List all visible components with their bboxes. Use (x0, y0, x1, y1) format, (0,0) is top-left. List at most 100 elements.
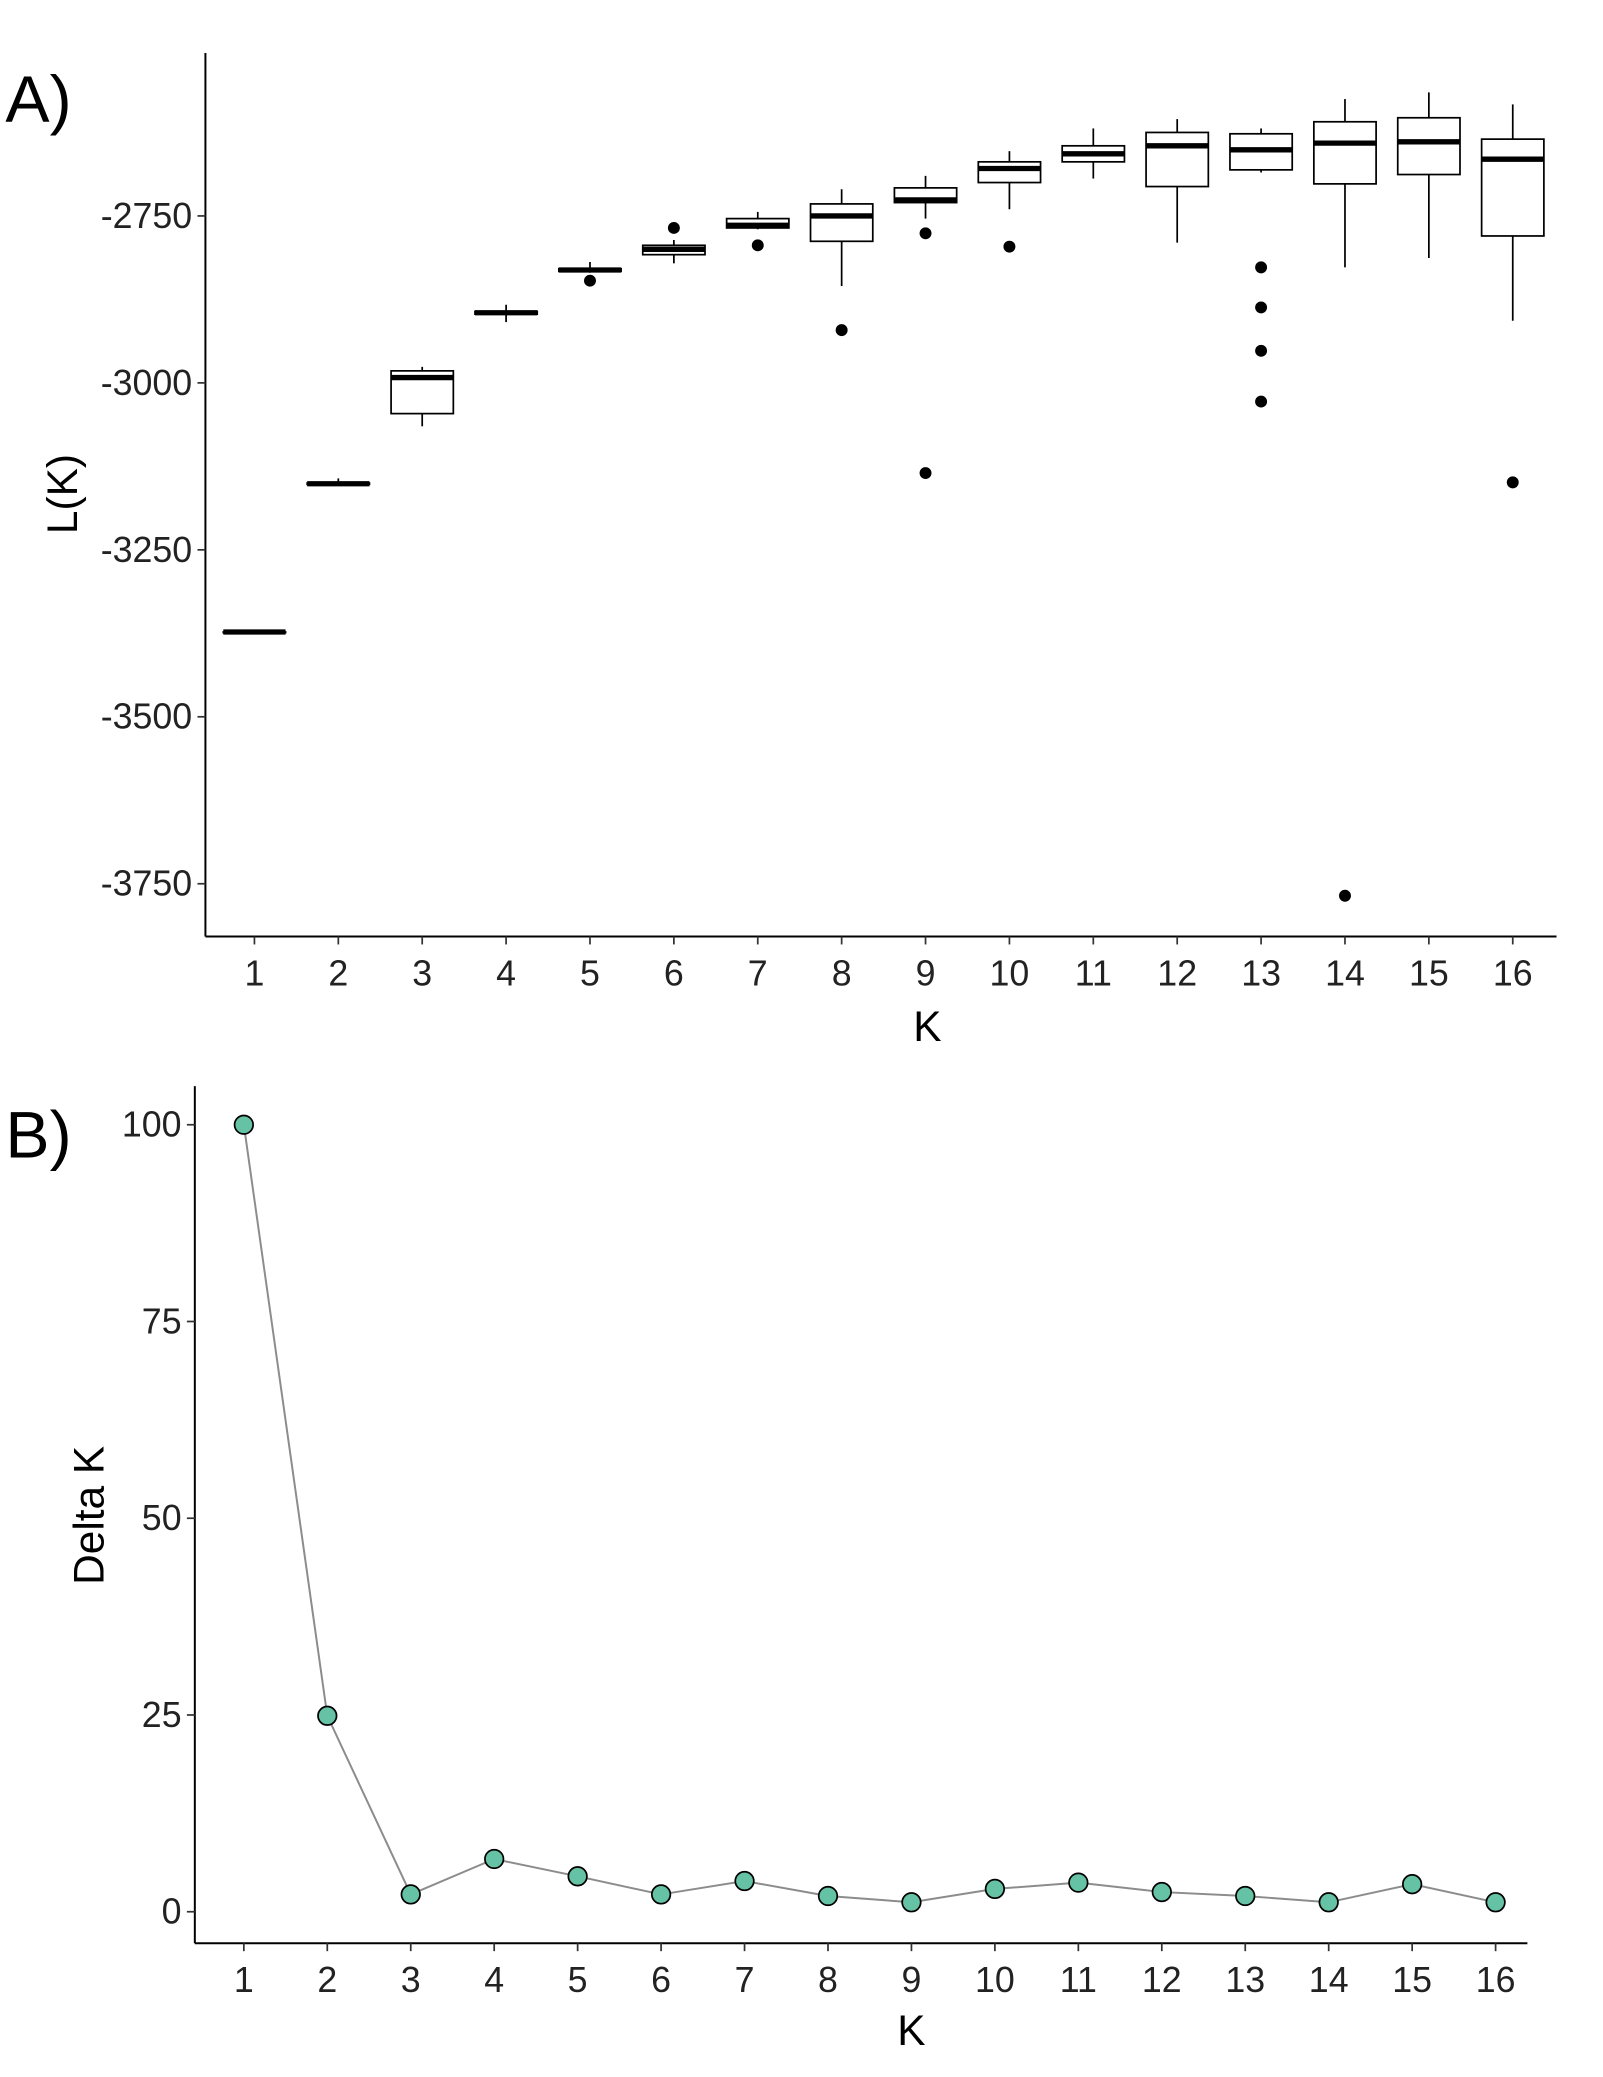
x-tick-label: 6 (651, 1960, 671, 2000)
box-k12 (1145, 119, 1210, 243)
x-tick-label: 12 (1142, 1960, 1182, 2000)
box-k15 (1396, 92, 1461, 259)
outlier-point (1255, 395, 1268, 408)
x-tick-label: 10 (990, 954, 1030, 994)
x-tick-label: 8 (832, 954, 852, 994)
delta-k-point (984, 1878, 1006, 1900)
delta-k-point (317, 1705, 338, 1726)
panel-b-y-axis-title: Delta K (65, 1446, 112, 1585)
box (809, 203, 874, 243)
delta-k-point (1235, 1885, 1256, 1907)
box-k11 (1061, 128, 1126, 179)
x-tick-label: 4 (496, 954, 516, 994)
x-tick-label: 1 (234, 1960, 254, 2000)
outlier-point (1255, 344, 1268, 357)
box-k8 (809, 189, 874, 337)
x-tick-label: 11 (1060, 1960, 1097, 2000)
delta-k-point (1318, 1892, 1339, 1913)
outlier-point (584, 274, 596, 287)
delta-k-point (1485, 1892, 1506, 1913)
box (1396, 116, 1461, 176)
x-tick-label: 15 (1409, 954, 1449, 994)
delta-k-point (484, 1848, 505, 1870)
x-tick-label: 8 (818, 1960, 838, 2000)
box-k10 (977, 151, 1042, 253)
box-k13 (1229, 128, 1294, 408)
outlier-point (1003, 240, 1016, 253)
x-tick-label: 10 (975, 1960, 1015, 2000)
x-tick-label: 6 (664, 954, 684, 994)
outlier-point (919, 227, 932, 240)
x-tick-label: 12 (1157, 954, 1197, 994)
box-k3 (390, 366, 455, 427)
y-tick-label: -3000 (101, 363, 192, 403)
box-k4 (474, 304, 539, 323)
panel-a-label: A) (5, 63, 71, 137)
x-tick-label: 15 (1392, 1960, 1432, 2000)
panel-a-y-axis-title: L(K) (39, 454, 86, 534)
x-tick-label: 3 (412, 954, 432, 994)
delta-k-point (817, 1885, 839, 1907)
x-tick-label: 7 (735, 1960, 755, 2000)
delta-k-point (734, 1870, 755, 1892)
x-tick-label: 7 (748, 954, 768, 994)
x-tick-label: 13 (1225, 1960, 1265, 2000)
box (1480, 138, 1545, 237)
y-tick-label: 50 (142, 1498, 182, 1538)
x-tick-label: 5 (568, 1960, 588, 2000)
x-tick-label: 11 (1075, 954, 1112, 994)
panel-b-label: B) (5, 1099, 71, 1173)
x-tick-label: 9 (901, 1960, 921, 2000)
x-tick-label: 1 (244, 954, 264, 994)
y-tick-label: -3250 (101, 530, 192, 570)
box-k9 (893, 175, 958, 480)
x-tick-label: 3 (401, 1960, 421, 2000)
x-tick-label: 16 (1493, 954, 1533, 994)
y-tick-label: 0 (162, 1892, 182, 1932)
x-tick-label: 13 (1241, 954, 1281, 994)
delta-k-point (567, 1866, 588, 1887)
box-k16 (1480, 104, 1545, 489)
y-tick-label: 25 (142, 1695, 182, 1735)
delta-k-point (400, 1884, 421, 1905)
y-tick-label: -3500 (101, 697, 192, 737)
box (1145, 131, 1210, 188)
box (977, 160, 1042, 184)
y-tick-label: 75 (142, 1301, 182, 1341)
x-tick-label: 4 (484, 1960, 504, 2000)
x-tick-label: 2 (317, 1960, 337, 2000)
outlier-point (1255, 301, 1268, 314)
delta-k-point (650, 1884, 672, 1905)
y-tick-label: 100 (122, 1105, 182, 1145)
box-k7 (725, 211, 790, 252)
box (1312, 120, 1377, 185)
box-k14 (1312, 99, 1377, 902)
y-tick-label: -2750 (101, 196, 192, 236)
outlier-point (751, 239, 764, 252)
outlier-point (1506, 476, 1519, 489)
outlier-point (667, 221, 680, 234)
panel-a-x-axis-title: K (913, 1003, 941, 1050)
x-tick-label: 16 (1476, 1960, 1516, 2000)
box-k5 (557, 262, 622, 287)
delta-k-point (1402, 1874, 1423, 1895)
box-k6 (641, 221, 706, 264)
delta-k-point (233, 1114, 254, 1135)
outlier-point (1339, 889, 1351, 902)
outlier-point (919, 467, 932, 480)
x-tick-label: 14 (1325, 954, 1365, 994)
y-tick-label: -3750 (101, 864, 192, 904)
delta-k-line (242, 1124, 1496, 1904)
outlier-point (835, 324, 848, 337)
x-tick-label: 14 (1309, 1960, 1349, 2000)
delta-k-point (1151, 1881, 1172, 1903)
panel-b-x-axis-title: K (897, 2007, 925, 2054)
delta-k-point (1068, 1872, 1089, 1893)
x-tick-label: 2 (328, 954, 348, 994)
box-k2 (306, 478, 371, 487)
box-k1 (222, 629, 287, 635)
delta-k-point (901, 1892, 922, 1913)
